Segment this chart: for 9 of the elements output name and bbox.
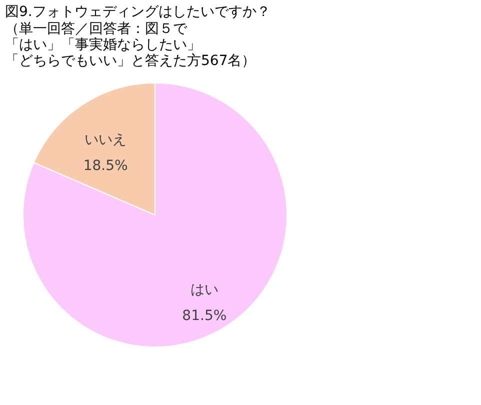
- slice-label: いいえ: [84, 132, 127, 148]
- data-label: 81.5%: [182, 308, 227, 324]
- slice-label: はい: [190, 282, 218, 298]
- text: 「はい」「事実婚ならしたい」: [5, 37, 201, 53]
- chart-title: 図9.フォトウェディングはしたいですか？: [5, 4, 270, 20]
- text: 「どちらでもいい」と答えた方567名）: [5, 53, 256, 69]
- text: （単一回答／回答者：図５で: [5, 21, 188, 37]
- data-label: 18.5%: [83, 158, 128, 174]
- pie-slice: [22, 82, 288, 348]
